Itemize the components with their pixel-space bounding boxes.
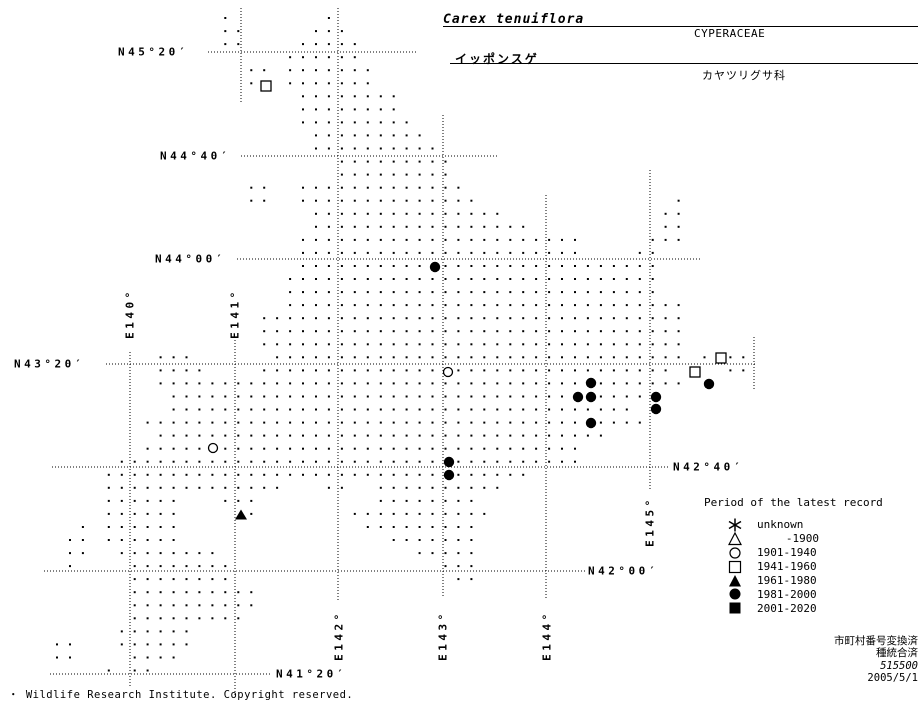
species-name-latin: Carex tenuiflora [443, 12, 585, 27]
record-marker-circle-filled [703, 378, 715, 390]
latitude-label-N43°20′: N43°20′ [14, 357, 85, 371]
legend-item-label: 1981-2000 [757, 587, 817, 601]
legend-item-label: 1901-1940 [757, 546, 817, 560]
family-name-japanese: カヤツリグサ科 [702, 69, 786, 82]
record-marker-circle-filled [443, 456, 455, 468]
legend-item-label: -1900 [785, 532, 819, 546]
species-code: 515500 [880, 659, 918, 672]
record-marker-circle-filled [443, 469, 455, 481]
japanese-title-underline [450, 63, 918, 64]
legend-item-label: 1941-1960 [757, 560, 817, 574]
note-municipality-converted: 市町村番号変換済 [834, 635, 918, 647]
species-name-japanese: イッポンスゲ [455, 52, 539, 66]
record-marker-circle-filled [585, 377, 597, 389]
record-marker-square-open [715, 352, 727, 364]
latitude-label-N41°20′: N41°20′ [276, 667, 347, 681]
record-marker-circle-open [442, 366, 454, 378]
record-marker-circle-filled [650, 403, 662, 415]
legend-item-circle-open: 1901-1940 [725, 546, 819, 560]
record-marker-circle-filled [650, 391, 662, 403]
longitude-label-E144°: E144° [540, 610, 554, 661]
record-marker-circle-open [207, 442, 219, 454]
circle-filled-icon [729, 588, 741, 600]
title-underline [443, 26, 918, 27]
record-marker-circle-filled [585, 417, 597, 429]
record-marker-triangle-filled [235, 509, 247, 520]
longitude-label-E142°: E142° [332, 610, 346, 661]
legend: unknown -1900 1901-1940 1941-1960 1961-1980 1… [725, 518, 819, 615]
record-marker-circle-filled [585, 391, 597, 403]
latitude-label-N45°20′: N45°20′ [118, 45, 189, 59]
square-filled-icon [729, 602, 741, 614]
triangle-filled-icon [729, 574, 741, 587]
note-species-merged: 種統合済 [876, 647, 918, 660]
legend-item-triangle-open: -1900 [725, 531, 819, 546]
family-name-latin: CYPERACEAE [694, 27, 766, 40]
record-marker-circle-filled [429, 261, 441, 273]
circle-open-icon [729, 547, 741, 559]
copyright-note: ・ Wildlife Research Institute. Copyright… [8, 689, 354, 701]
record-marker-circle-filled [572, 391, 584, 403]
map-date: 2005/5/1 [867, 672, 918, 685]
longitude-label-E143°: E143° [436, 610, 450, 661]
triangle-open-icon [728, 531, 742, 545]
asterisk-icon [728, 518, 742, 532]
longitude-label-E140°: E140° [123, 288, 137, 339]
legend-title: Period of the latest record [704, 496, 883, 509]
latitude-label-N44°40′: N44°40′ [160, 149, 231, 163]
legend-item-label: 1961-1980 [757, 574, 817, 587]
legend-item-label: 2001-2020 [757, 601, 817, 615]
record-marker-square-open [689, 366, 701, 378]
legend-item-asterisk: unknown [725, 518, 819, 532]
square-open-icon [728, 560, 742, 573]
legend-item-square-open: 1941-1960 [725, 560, 819, 574]
legend-item-triangle-filled: 1961-1980 [725, 574, 819, 588]
latitude-label-N42°00′: N42°00′ [588, 564, 659, 578]
legend-item-square-filled: 2001-2020 [725, 601, 819, 615]
mesh-dots [56, 17, 745, 672]
longitude-label-E141°: E141° [228, 288, 242, 339]
legend-item-label: unknown [757, 518, 804, 532]
record-marker-square-open [260, 80, 272, 92]
processing-notes: 市町村番号変換済 種統合済 515500 2005/5/1 [834, 635, 918, 685]
latitude-label-N42°40′: N42°40′ [673, 460, 744, 474]
legend-item-circle-filled: 1981-2000 [725, 587, 819, 601]
latitude-label-N44°00′: N44°00′ [155, 252, 226, 266]
longitude-label-E145°: E145° [643, 496, 657, 547]
